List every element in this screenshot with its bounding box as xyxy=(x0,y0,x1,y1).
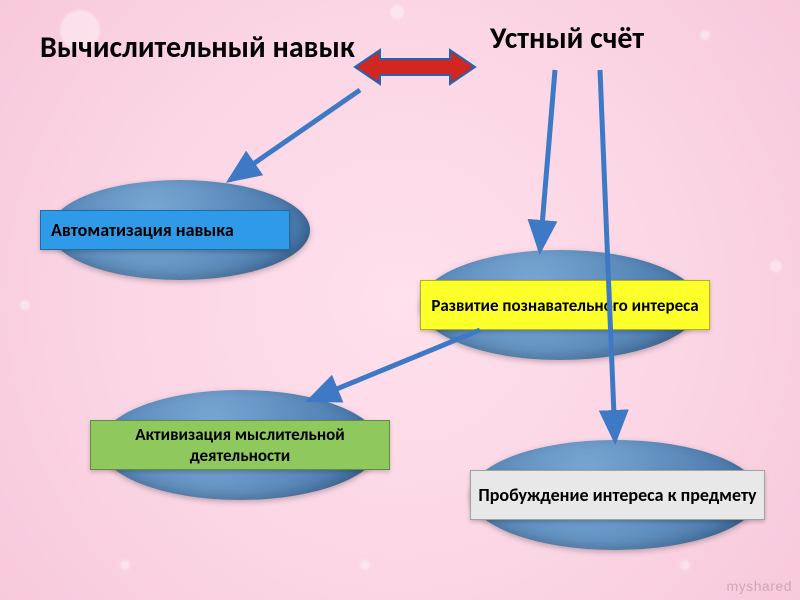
label-cognitive: Развитие познавательного интереса xyxy=(420,280,710,330)
title-right: Устный счёт xyxy=(490,20,644,57)
sparkle xyxy=(770,260,782,272)
label-automation: Автоматизация навыка xyxy=(40,210,290,250)
sparkle xyxy=(20,300,30,310)
watermark: myshared xyxy=(727,578,792,594)
sparkle xyxy=(700,30,710,40)
arrow-2 xyxy=(540,70,555,250)
sparkle xyxy=(120,560,130,570)
sparkle xyxy=(360,560,370,570)
sparkle xyxy=(680,560,690,570)
label-interest: Пробуждение интереса к предмету xyxy=(470,470,765,520)
double-arrow-connector xyxy=(355,50,475,84)
slide-canvas: Вычислительный навык Устный счёт Автомат… xyxy=(0,0,800,600)
sparkle xyxy=(390,5,404,19)
label-thinking: Активизация мыслительной деятельности xyxy=(90,420,390,470)
arrow-1 xyxy=(230,90,360,180)
title-left: Вычислительный навык xyxy=(40,30,360,66)
